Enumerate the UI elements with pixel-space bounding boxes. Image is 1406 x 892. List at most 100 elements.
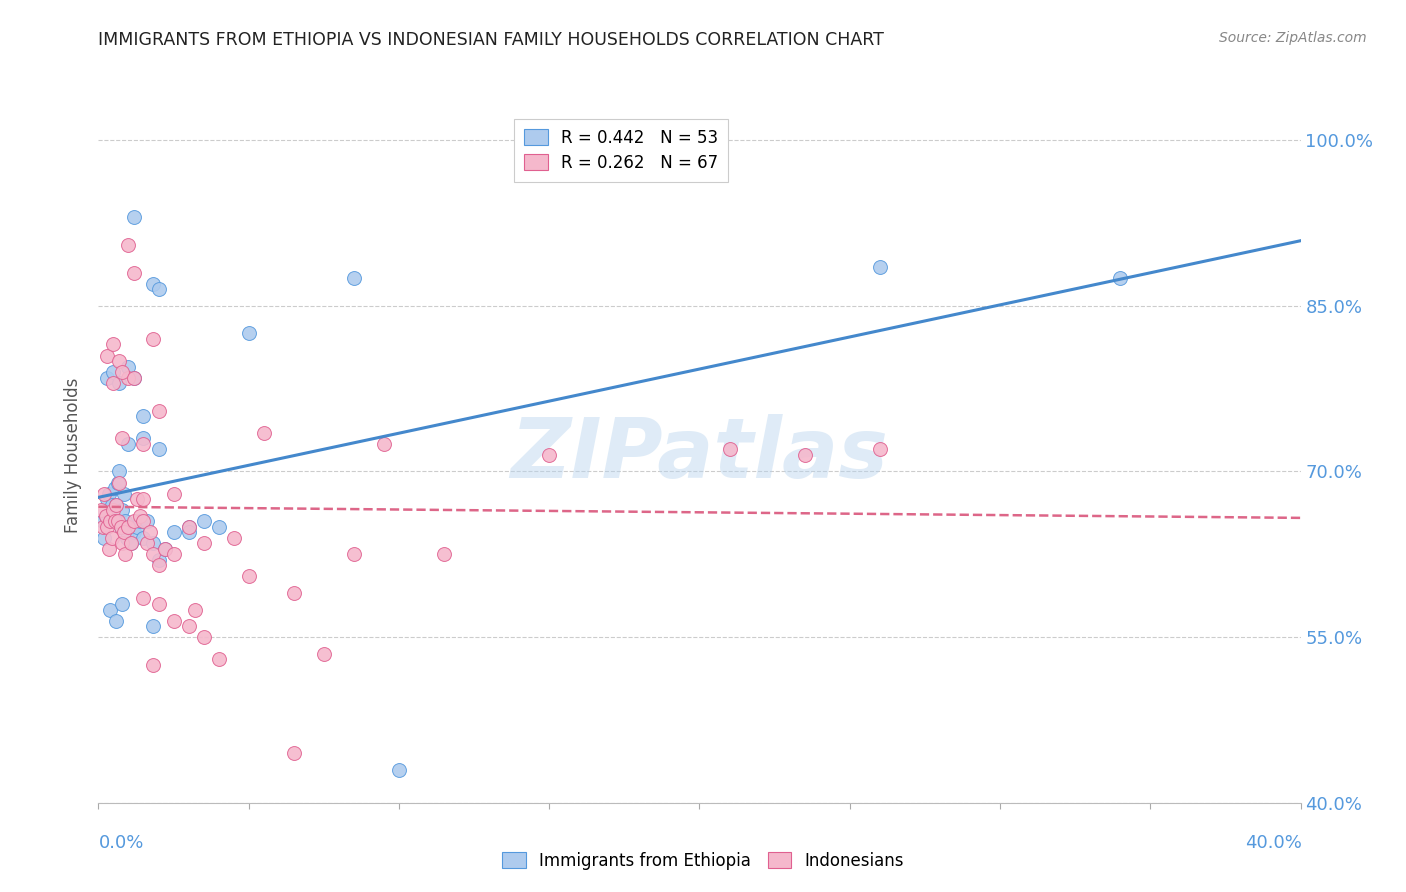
Point xyxy=(177,619,200,633)
Point xyxy=(141,657,163,672)
Point xyxy=(343,271,366,285)
Point xyxy=(132,409,155,424)
Point xyxy=(129,508,152,523)
Point xyxy=(124,370,146,384)
Point xyxy=(105,498,128,512)
Legend: R = 0.442   N = 53, R = 0.262   N = 67: R = 0.442 N = 53, R = 0.262 N = 67 xyxy=(515,119,728,181)
Point xyxy=(91,519,114,533)
Point xyxy=(117,370,139,384)
Point xyxy=(148,442,170,457)
Point xyxy=(208,519,231,533)
Point xyxy=(94,508,117,523)
Point xyxy=(114,514,136,528)
Point xyxy=(93,531,115,545)
Point xyxy=(96,349,118,363)
Point xyxy=(177,519,200,533)
Point xyxy=(132,431,155,445)
Point xyxy=(101,531,124,545)
Point xyxy=(111,536,134,550)
Point xyxy=(222,531,245,545)
Point xyxy=(162,547,184,561)
Point xyxy=(127,492,149,507)
Point xyxy=(1109,271,1132,285)
Point xyxy=(141,536,163,550)
Text: Source: ZipAtlas.com: Source: ZipAtlas.com xyxy=(1219,31,1367,45)
Point xyxy=(141,277,163,291)
Point xyxy=(132,437,155,451)
Point xyxy=(103,365,125,379)
Point xyxy=(238,569,260,583)
Point xyxy=(110,519,132,533)
Point xyxy=(132,591,155,606)
Point xyxy=(153,541,176,556)
Point xyxy=(90,503,112,517)
Point xyxy=(117,437,139,451)
Point xyxy=(162,525,184,540)
Point xyxy=(124,514,146,528)
Point xyxy=(718,442,741,457)
Point xyxy=(141,619,163,633)
Point xyxy=(148,597,170,611)
Y-axis label: Family Households: Family Households xyxy=(65,377,83,533)
Point xyxy=(108,465,131,479)
Point xyxy=(124,211,146,225)
Point xyxy=(433,547,456,561)
Point xyxy=(100,514,122,528)
Point xyxy=(135,514,157,528)
Point xyxy=(373,437,395,451)
Point xyxy=(111,365,134,379)
Point xyxy=(105,498,128,512)
Text: IMMIGRANTS FROM ETHIOPIA VS INDONESIAN FAMILY HOUSEHOLDS CORRELATION CHART: IMMIGRANTS FROM ETHIOPIA VS INDONESIAN F… xyxy=(98,31,884,49)
Point xyxy=(111,503,134,517)
Point xyxy=(103,503,125,517)
Point xyxy=(107,514,129,528)
Point xyxy=(127,519,149,533)
Point xyxy=(869,260,891,275)
Point xyxy=(253,425,276,440)
Point xyxy=(121,536,143,550)
Point xyxy=(538,448,561,462)
Text: ZIPatlas: ZIPatlas xyxy=(510,415,889,495)
Point xyxy=(115,531,138,545)
Point xyxy=(135,536,157,550)
Point xyxy=(108,376,131,391)
Point xyxy=(104,481,127,495)
Point xyxy=(162,486,184,500)
Point xyxy=(108,475,131,490)
Point xyxy=(238,326,260,341)
Point xyxy=(96,492,118,507)
Point xyxy=(97,541,120,556)
Point xyxy=(312,647,335,661)
Point xyxy=(114,547,136,561)
Point xyxy=(117,238,139,252)
Point xyxy=(141,332,163,346)
Point xyxy=(283,746,305,760)
Point xyxy=(111,431,134,445)
Point xyxy=(129,514,152,528)
Point xyxy=(138,525,160,540)
Point xyxy=(193,514,215,528)
Point xyxy=(97,486,120,500)
Point xyxy=(132,514,155,528)
Point xyxy=(141,547,163,561)
Point xyxy=(124,266,146,280)
Point xyxy=(793,448,815,462)
Point xyxy=(388,763,411,777)
Point xyxy=(869,442,891,457)
Point xyxy=(112,486,135,500)
Legend: Immigrants from Ethiopia, Indonesians: Immigrants from Ethiopia, Indonesians xyxy=(496,846,910,877)
Point xyxy=(107,475,129,490)
Point xyxy=(101,498,124,512)
Point xyxy=(108,354,131,368)
Point xyxy=(94,508,117,523)
Point xyxy=(162,614,184,628)
Point xyxy=(148,558,170,573)
Point xyxy=(103,376,125,391)
Point xyxy=(105,614,128,628)
Point xyxy=(183,602,205,616)
Point xyxy=(91,514,114,528)
Point xyxy=(100,602,122,616)
Point xyxy=(103,508,125,523)
Point xyxy=(104,514,127,528)
Point xyxy=(132,531,155,545)
